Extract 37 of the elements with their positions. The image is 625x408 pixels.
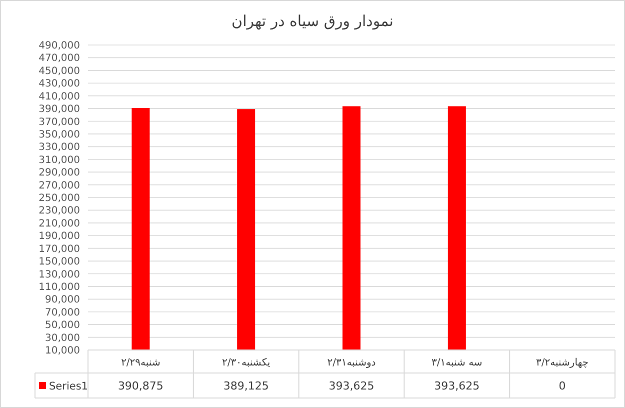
y-tick-label: 70,000	[45, 307, 80, 318]
y-tick-label: 290,000	[38, 168, 80, 179]
y-tick-label: 90,000	[45, 294, 80, 306]
y-tick-label: 130,000	[38, 269, 80, 280]
data-label: 393,625	[328, 380, 374, 392]
data-label: 393,625	[434, 380, 480, 392]
y-tick-label: 110,000	[38, 282, 80, 293]
x-tick-label: شنبه۲/۲۹	[121, 358, 160, 368]
x-tick-label: یکشنبه۲/۳۰	[222, 358, 270, 368]
y-tick-label: 490,000	[38, 40, 80, 52]
y-tick-label: 10,000	[45, 346, 80, 356]
y-tick-label: 470,000	[38, 53, 80, 64]
y-tick-label: 410,000	[38, 91, 80, 102]
y-tick-label: 430,000	[38, 78, 80, 90]
data-label: 389,125	[223, 380, 269, 392]
y-tick-label: 370,000	[38, 116, 80, 128]
y-tick-label: 210,000	[38, 218, 80, 230]
y-tick-label: 50,000	[45, 320, 80, 332]
y-tick-label: 230,000	[38, 206, 80, 217]
y-tick-label: 350,000	[38, 129, 80, 140]
y-tick-label: 450,000	[38, 66, 80, 77]
x-tick-label: چهارشنبه۳/۲	[536, 358, 589, 368]
y-tick-label: 250,000	[38, 193, 80, 204]
y-tick-label: 330,000	[38, 142, 80, 154]
y-tick-label: 150,000	[38, 256, 80, 268]
y-tick-label: 310,000	[38, 154, 80, 166]
x-tick-label: سه شنبه۳/۱	[431, 358, 482, 368]
y-tick-label: 270,000	[38, 180, 80, 192]
legend-label: Series1	[49, 380, 88, 392]
y-tick-label: 190,000	[38, 231, 80, 242]
x-tick-label: دوشنبه۲/۳۱	[327, 358, 376, 368]
chart-title: نمودار ورق سیاه در تهران	[232, 12, 394, 30]
y-tick-label: 390,000	[38, 104, 80, 116]
data-label: 390,875	[118, 380, 164, 392]
y-tick-label: 170,000	[38, 244, 80, 255]
text: 0	[558, 380, 566, 392]
y-tick-label: 30,000	[45, 332, 80, 344]
